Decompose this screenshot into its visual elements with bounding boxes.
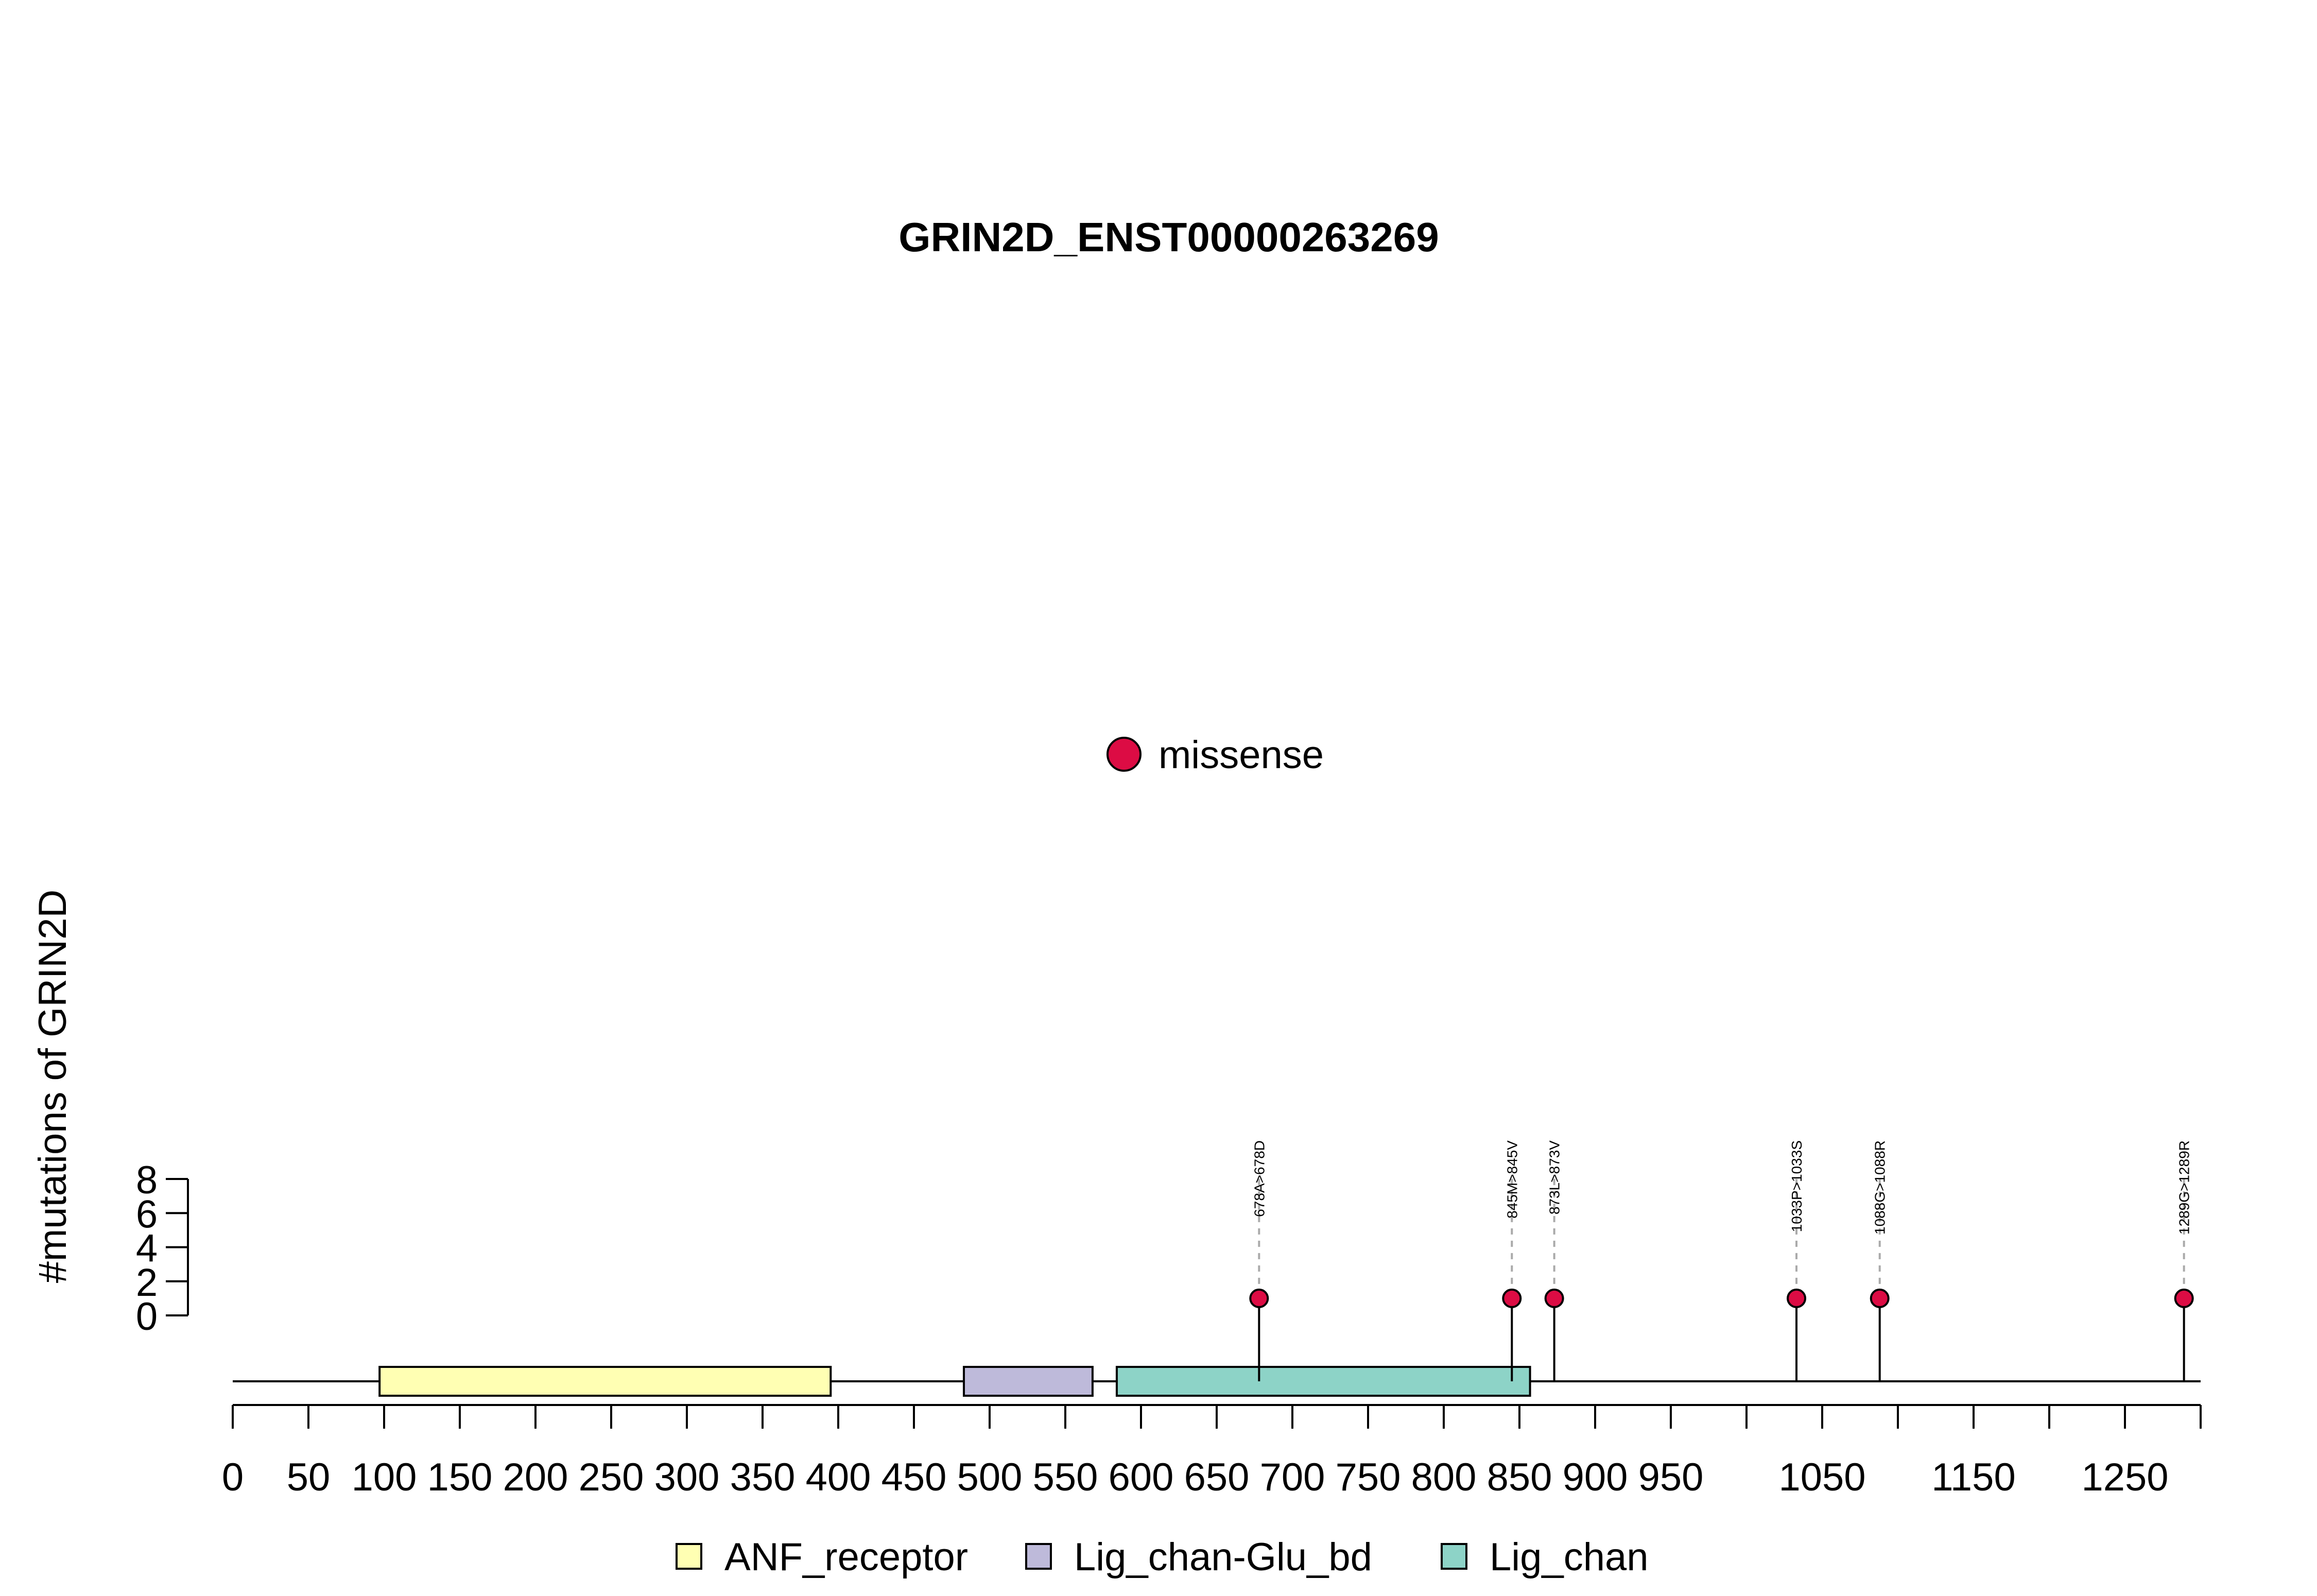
x-tick-label: 500 <box>957 1455 1023 1499</box>
mutation-lollipop: 845M>845V <box>1502 1140 1522 1381</box>
y-axis-label: #mutations of GRIN2D <box>31 890 75 1283</box>
x-tick-label: 50 <box>287 1455 331 1499</box>
y-tick-label: 0 <box>136 1295 158 1339</box>
mutation-label: 678A>678D <box>1251 1140 1267 1217</box>
mutation-legend: missense <box>1106 733 1324 777</box>
domain-lig-chan-glu-bd <box>963 1366 1094 1397</box>
x-tick-label: 950 <box>1638 1455 1704 1499</box>
x-tick-label: 550 <box>1033 1455 1098 1499</box>
x-tick-label: 150 <box>427 1455 493 1499</box>
x-tick-label: 800 <box>1411 1455 1477 1499</box>
lollipop-layer: 678A>678D 845M>845V 873L>873V 1033P>1033S 10… <box>1249 1140 2194 1381</box>
mutation-lollipop: 873L>873V <box>1544 1140 1564 1381</box>
x-tick-label: 400 <box>806 1455 871 1499</box>
lollipop-head <box>2174 1288 2194 1308</box>
lollipop-head <box>1502 1288 1522 1308</box>
x-tick-label: 1250 <box>2081 1455 2168 1499</box>
x-tick-label: 100 <box>352 1455 417 1499</box>
domain-legend: ANF_receptor Lig_chan-Glu_bd Lig_chan <box>676 1535 1649 1579</box>
mutation-label: 845M>845V <box>1504 1140 1520 1219</box>
x-tick-label: 900 <box>1563 1455 1628 1499</box>
x-tick-label: 350 <box>730 1455 796 1499</box>
legend-domain-swatch <box>676 1543 702 1570</box>
mutation-label: 1289G>1289R <box>2176 1140 2192 1235</box>
mutation-lollipop: 1088G>1088R <box>1870 1140 1890 1381</box>
legend-domain-label: Lig_chan-Glu_bd <box>1074 1535 1372 1579</box>
x-tick-label: 0 <box>222 1455 244 1499</box>
y-tick-label: 4 <box>136 1227 158 1271</box>
domain-anf-receptor <box>378 1366 832 1397</box>
y-tick-label: 8 <box>136 1158 158 1202</box>
y-tick-label: 6 <box>136 1192 158 1236</box>
x-tick-label: 1150 <box>1931 1455 2015 1499</box>
x-tick-label: 700 <box>1260 1455 1325 1499</box>
x-tick-label: 250 <box>579 1455 644 1499</box>
mutation-lollipop: 1289G>1289R <box>2174 1140 2194 1381</box>
legend-domain-label: Lig_chan <box>1490 1535 1649 1579</box>
x-tick-label: 850 <box>1487 1455 1552 1499</box>
x-tick-label: 300 <box>654 1455 720 1499</box>
lollipop-head <box>1544 1288 1564 1308</box>
mutation-label: 873L>873V <box>1547 1140 1563 1215</box>
mutation-lollipop: 1033P>1033S <box>1787 1140 1807 1381</box>
y-tick-label: 2 <box>136 1261 158 1305</box>
x-tick-label: 1050 <box>1778 1455 1865 1499</box>
domain-lig-chan <box>1115 1366 1531 1397</box>
lollipop-head <box>1249 1288 1269 1308</box>
legend-mutation-label: missense <box>1158 733 1324 777</box>
x-axis: 0 50 100 150 200 250 300 350 400 450 500 550 600 650 7… <box>222 1404 2202 1499</box>
x-tick-label: 750 <box>1336 1455 1401 1499</box>
legend-domain-label: ANF_receptor <box>724 1535 968 1579</box>
chart-title: GRIN2D_ENST00000263269 <box>898 214 1439 260</box>
x-tick-label: 650 <box>1184 1455 1250 1499</box>
x-tick-label: 200 <box>503 1455 568 1499</box>
lollipop-head <box>1787 1288 1807 1308</box>
x-tick-label: 600 <box>1109 1455 1174 1499</box>
x-tick-label: 450 <box>881 1455 947 1499</box>
mutation-lollipop: 678A>678D <box>1249 1140 1269 1381</box>
domain-layer <box>378 1366 1531 1397</box>
legend-missense-marker <box>1106 737 1142 772</box>
mutation-label: 1088G>1088R <box>1872 1140 1888 1235</box>
mutation-label: 1033P>1033S <box>1789 1140 1805 1232</box>
legend-domain-swatch <box>1441 1543 1467 1570</box>
lollipop-head <box>1870 1288 1890 1308</box>
legend-domain-swatch <box>1025 1543 1052 1570</box>
